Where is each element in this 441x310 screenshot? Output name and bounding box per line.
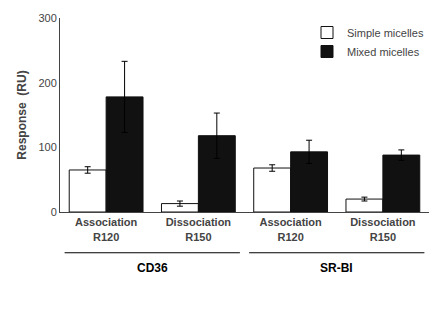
svg-text:DissociationR150: DissociationR150: [166, 216, 232, 242]
svg-text:Simple micelles: Simple micelles: [347, 27, 424, 39]
svg-text:Mixed micelles: Mixed micelles: [347, 46, 420, 58]
svg-text:0: 0: [51, 206, 57, 218]
svg-text:AssociationR120: AssociationR120: [75, 216, 138, 242]
svg-text:AssociationR120: AssociationR120: [259, 216, 322, 242]
svg-text:DissociationR150: DissociationR150: [350, 216, 416, 242]
svg-text:100: 100: [38, 141, 56, 153]
svg-text:CD36: CD36: [137, 261, 168, 275]
svg-text:300: 300: [38, 12, 56, 24]
svg-text:SR-BI: SR-BI: [320, 261, 353, 275]
svg-text:200: 200: [38, 77, 56, 89]
svg-text:Response (RU): Response (RU): [15, 70, 29, 159]
